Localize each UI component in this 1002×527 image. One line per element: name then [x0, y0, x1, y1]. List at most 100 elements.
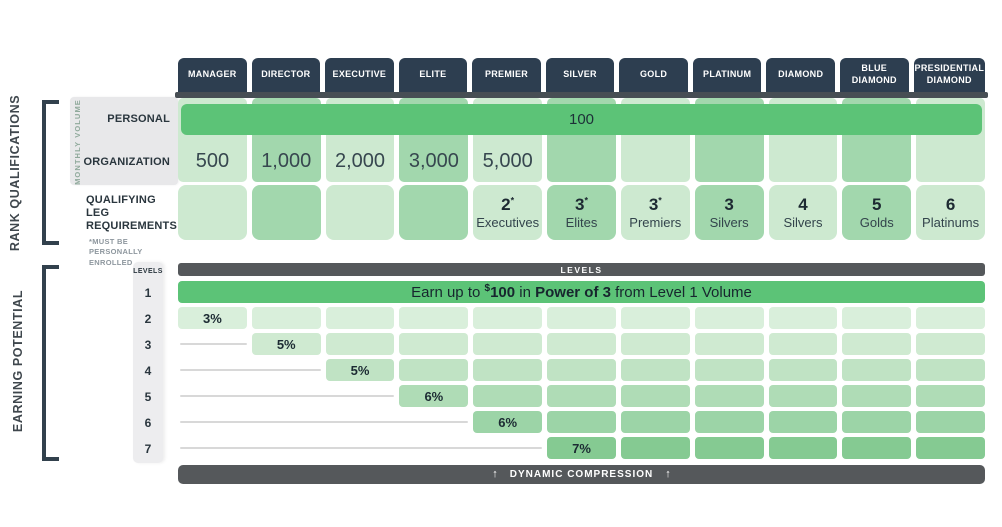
- organization-volume: 1,000: [261, 150, 312, 172]
- rank-tab-label: DIRECTOR: [261, 69, 311, 80]
- earn-power-of-3: Power of 3: [535, 283, 611, 301]
- level-cell: [768, 437, 838, 459]
- leg-requirement-rank: Silvers: [709, 215, 749, 231]
- level-row-line: [180, 447, 543, 449]
- dollar-sign: $: [484, 283, 491, 294]
- level-row-line: [180, 343, 247, 345]
- up-arrow-icon: ↑: [665, 468, 671, 480]
- levels-header-bar: LEVELS: [178, 263, 985, 276]
- level-row-line: [180, 421, 469, 423]
- level-row-7: 7%: [178, 437, 985, 459]
- levels-sidebar-title: LEVELS: [133, 267, 163, 275]
- level-cell: [473, 333, 543, 355]
- qualifying-leg-cell: 5 Golds: [842, 185, 912, 240]
- level-pct-cell: 6%: [399, 385, 469, 407]
- leg-requirement-count: 2*: [501, 195, 515, 215]
- rank-tab-diamond: DIAMOND: [766, 58, 835, 92]
- dynamic-compression-bar: ↑ DYNAMIC COMPRESSION ↑: [178, 465, 985, 484]
- monthly-volume-box: MONTHLY VOLUME PERSONAL ORGANIZATION: [70, 97, 178, 185]
- level-cell: [694, 411, 764, 433]
- level-cell: [694, 359, 764, 381]
- rank-tabs: MANAGER DIRECTOR EXECUTIVE ELITE PREMIER SILV…: [178, 50, 985, 92]
- rank-tab-label: DIAMOND: [778, 69, 824, 80]
- level-pct-value: 6%: [498, 414, 518, 430]
- qualifying-leg-cell: [251, 185, 321, 240]
- level-number: 2: [144, 312, 152, 326]
- level-number: 6: [144, 416, 152, 430]
- level-cell: [916, 359, 985, 381]
- rank-tab-gold: GOLD: [619, 58, 688, 92]
- level-cell: [768, 359, 838, 381]
- level-cell: [399, 307, 469, 329]
- organization-volume: 500: [195, 150, 230, 172]
- personal-volume-bar: 100: [181, 104, 982, 135]
- level-row-line: [180, 369, 321, 371]
- leg-requirement-rank: Executives: [476, 215, 540, 231]
- level-cell: [842, 437, 912, 459]
- qualifying-leg-cell: 3* Elites: [547, 185, 616, 240]
- rank-tab-label: PLATINUM: [703, 69, 752, 80]
- qualifying-leg-cell: [399, 185, 469, 240]
- level-row-3: 5%: [178, 333, 985, 355]
- level-cell: [473, 359, 543, 381]
- rank-tab-blue-diamond: BLUE DIAMOND: [839, 58, 909, 92]
- level-row-5: 6%: [178, 385, 985, 407]
- levels-sidebar: LEVELS 1 2 3 4 5 6 7: [133, 262, 163, 463]
- level-cell: [620, 307, 690, 329]
- organization-volume: 2,000: [335, 150, 386, 172]
- earn-text-suffix: from Level 1 Volume: [610, 283, 752, 301]
- qualifying-leg-cell: [178, 185, 247, 240]
- level-pct-cell: 5%: [251, 333, 321, 355]
- earn-text-mid: in: [515, 283, 536, 301]
- level-row-4: 5%: [178, 359, 985, 381]
- rank-tab-label: ELITE: [419, 69, 447, 80]
- level-cell: [842, 307, 912, 329]
- level-pct-value: 3%: [203, 310, 222, 326]
- rank-tab-silver: SILVER: [545, 58, 615, 92]
- rank-tab-executive: EXECUTIVE: [325, 58, 394, 92]
- level-cell: [694, 307, 764, 329]
- leg-requirement-count: 6: [945, 195, 956, 215]
- level-pct-cell: 5%: [325, 359, 395, 381]
- header-rule: [175, 92, 988, 98]
- level-cell: [768, 307, 838, 329]
- leg-requirement-rank: Silvers: [783, 215, 823, 231]
- qualifying-leg-cell: 3* Premiers: [620, 185, 690, 240]
- personal-volume-value: 100: [568, 111, 595, 128]
- leg-requirement-count: 3*: [575, 195, 588, 215]
- qualifying-leg-cell: 3 Silvers: [694, 185, 764, 240]
- level-cell: [694, 333, 764, 355]
- level-cell: [620, 359, 690, 381]
- level-pct-value: 7%: [572, 440, 591, 456]
- personal-row-label: PERSONAL: [107, 113, 170, 125]
- earning-potential-label: EARNING POTENTIAL: [11, 289, 25, 433]
- level-pct-cell: 3%: [178, 307, 247, 329]
- level-cell: [768, 333, 838, 355]
- level-number: 5: [144, 390, 152, 404]
- level-cell: [916, 437, 985, 459]
- leg-requirement-count: 4: [798, 195, 808, 215]
- level-cell: [399, 333, 469, 355]
- leg-requirement-rank: Elites: [565, 215, 598, 231]
- earn-amount: $100: [484, 283, 516, 301]
- level-pct-cell: 6%: [473, 411, 543, 433]
- leg-requirement-rank: Golds: [859, 215, 894, 231]
- level-cell: [842, 385, 912, 407]
- level-pct-value: 5%: [350, 362, 370, 378]
- qualifying-leg-title-line2: REQUIREMENTS: [86, 220, 178, 233]
- level-cell: [916, 333, 985, 355]
- level-cell: [694, 385, 764, 407]
- qualifying-leg-cell: [325, 185, 395, 240]
- organization-row-label: ORGANIZATION: [83, 156, 170, 168]
- rank-tab-elite: ELITE: [398, 58, 468, 92]
- dynamic-compression-label: DYNAMIC COMPRESSION: [509, 469, 654, 480]
- rank-tab-label: PRESIDENTIAL DIAMOND: [914, 63, 985, 85]
- qualifying-leg-cell: 2* Executives: [473, 185, 543, 240]
- level-cell: [547, 385, 616, 407]
- level-cell: [842, 333, 912, 355]
- level-row-6: 6%: [178, 411, 985, 433]
- level-numbers: 1 2 3 4 5 6 7: [133, 280, 163, 463]
- level-cell: [620, 411, 690, 433]
- qualifying-leg-cell: 4 Silvers: [768, 185, 838, 240]
- qualifying-leg-note: *MUST BE PERSONALLY ENROLLED: [89, 236, 143, 267]
